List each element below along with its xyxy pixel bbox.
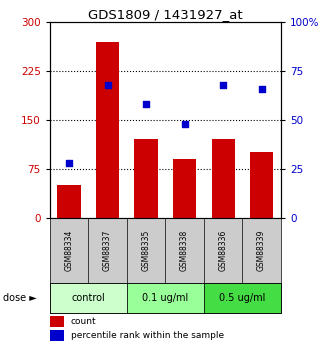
Text: 0.1 ug/ml: 0.1 ug/ml — [142, 293, 188, 303]
Bar — [204, 283, 281, 313]
Text: GSM88338: GSM88338 — [180, 229, 189, 271]
Point — [221, 82, 226, 88]
Bar — [173, 159, 196, 218]
Point — [143, 102, 149, 107]
Point — [182, 121, 187, 127]
Bar — [50, 330, 64, 341]
Bar — [127, 283, 204, 313]
Bar — [212, 139, 235, 218]
Text: control: control — [71, 293, 105, 303]
Text: GSM88339: GSM88339 — [257, 229, 266, 271]
Point — [259, 86, 264, 91]
Text: 0.5 ug/ml: 0.5 ug/ml — [219, 293, 265, 303]
Text: GSM88334: GSM88334 — [65, 229, 74, 271]
Text: GSM88336: GSM88336 — [219, 229, 228, 271]
Text: GSM88337: GSM88337 — [103, 229, 112, 271]
Bar — [250, 152, 273, 218]
Point — [105, 82, 110, 88]
Bar — [50, 283, 127, 313]
Bar — [134, 139, 158, 218]
Bar — [96, 42, 119, 218]
Text: percentile rank within the sample: percentile rank within the sample — [71, 331, 224, 340]
Bar — [50, 316, 64, 327]
Title: GDS1809 / 1431927_at: GDS1809 / 1431927_at — [88, 8, 243, 21]
Text: dose ►: dose ► — [3, 294, 37, 303]
Point — [66, 160, 72, 166]
Text: GSM88335: GSM88335 — [142, 229, 151, 271]
Text: count: count — [71, 317, 96, 326]
Bar — [57, 185, 81, 218]
